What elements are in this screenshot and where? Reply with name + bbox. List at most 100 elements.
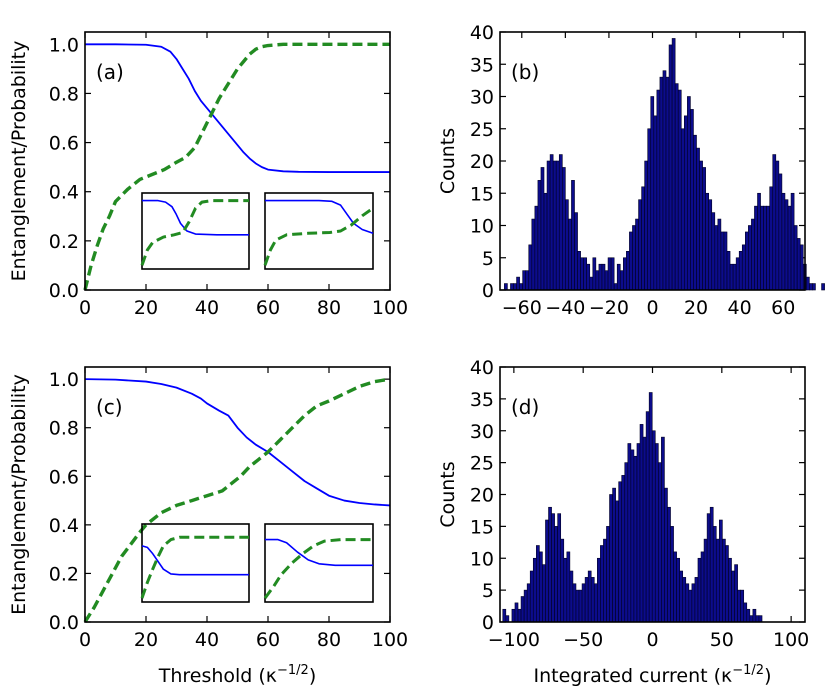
histogram-bar — [743, 602, 748, 623]
histogram-bar — [752, 608, 757, 623]
histogram-bar — [636, 443, 641, 623]
histogram-bar — [793, 225, 798, 291]
inset-solid-line — [265, 199, 374, 235]
histogram-bar — [796, 238, 801, 291]
histogram-bar — [757, 192, 761, 291]
histogram-bar — [555, 160, 560, 291]
histogram-bar — [665, 76, 670, 291]
x-tick-label: 80 — [317, 629, 341, 651]
panel-label: (b) — [511, 60, 539, 84]
histogram-bar — [741, 244, 746, 291]
histogram-bar — [639, 424, 644, 623]
histogram-bar — [557, 513, 562, 623]
panel-d: 0 5 10 15 20 25 30 35 40 −100 −50 0 50 100 Counts Integ… — [437, 357, 809, 687]
histogram-bar — [729, 263, 734, 291]
histogram-bar — [642, 436, 647, 623]
y-tick-label: 0.2 — [49, 563, 79, 585]
y-tick-label: 25 — [470, 453, 494, 475]
histogram-bar — [584, 577, 589, 623]
histogram-bar — [735, 257, 740, 291]
histogram-bar — [650, 96, 655, 291]
histogram-bar — [580, 257, 584, 291]
y-tick-label: 0.8 — [49, 418, 79, 440]
histogram-bar — [662, 70, 667, 291]
histogram-bar — [532, 557, 537, 623]
histogram-bar — [592, 257, 597, 291]
plot-frame — [499, 366, 806, 623]
histogram-bar — [587, 570, 592, 623]
histogram-bar — [629, 231, 633, 291]
y-tick-label: 10 — [470, 548, 494, 570]
histogram-bar — [645, 411, 650, 623]
histogram-bar — [709, 506, 714, 623]
histogram-bar — [526, 583, 531, 623]
histogram-bar — [504, 283, 508, 291]
plot-frame — [84, 31, 391, 291]
histogram-bar — [749, 615, 754, 623]
x-tick-label: 40 — [728, 297, 752, 319]
histogram-bar — [809, 283, 813, 291]
y-tick-label: 0.8 — [49, 83, 79, 105]
histogram-bar — [671, 38, 676, 291]
histogram-bar — [528, 244, 533, 291]
histogram-bar — [676, 557, 680, 623]
y-tick-label: 20 — [470, 485, 494, 507]
histogram-bar — [566, 551, 571, 623]
histogram-bar — [590, 577, 595, 623]
histogram-bar — [624, 462, 629, 623]
histogram-bar — [697, 557, 702, 623]
histogram-bar — [723, 231, 728, 291]
histogram-bar — [694, 577, 699, 623]
histogram-bar — [511, 608, 516, 623]
histogram-bars — [502, 392, 763, 623]
histogram-bar — [632, 225, 636, 291]
histogram-bar — [644, 160, 649, 291]
y-tick-label: 0.6 — [49, 466, 79, 488]
histogram-bar — [691, 583, 696, 623]
x-tick-label: 60 — [256, 629, 280, 651]
inset-right — [263, 523, 374, 603]
histogram-bar — [726, 251, 731, 291]
histogram-bar — [562, 167, 566, 291]
histogram-bar — [781, 192, 786, 291]
histogram-bar — [638, 199, 642, 291]
histogram-bars — [504, 38, 825, 291]
histogram-bar — [563, 557, 568, 623]
y-tick-label: 1.0 — [49, 34, 79, 56]
histogram-bar — [651, 430, 656, 623]
histogram-bar — [607, 257, 612, 291]
x-tick-label: 100 — [773, 629, 809, 651]
x-axis-label: Integrated current (κ−1/2) — [534, 663, 772, 687]
histogram-bar — [601, 263, 606, 291]
histogram-bar — [522, 270, 527, 291]
inset-frame — [264, 192, 374, 270]
histogram-bar — [775, 160, 780, 291]
histogram-bar — [574, 212, 578, 291]
histogram-bar — [705, 192, 710, 291]
histogram-bar — [696, 147, 700, 291]
y-tick-label: 30 — [470, 421, 494, 443]
inset-dashed-line — [140, 199, 249, 266]
histogram-bar — [755, 615, 760, 623]
histogram-bar — [537, 180, 542, 291]
histogram-bar — [688, 589, 693, 623]
x-tick-label: 40 — [195, 297, 219, 319]
histogram-bar — [604, 270, 609, 291]
y-tick-label: 0.4 — [49, 182, 79, 204]
y-axis-label: Counts — [437, 461, 459, 527]
histogram-bar — [720, 231, 725, 291]
series-line-entanglement — [85, 43, 390, 173]
histogram-bar — [589, 276, 594, 291]
histogram-bar — [572, 583, 577, 623]
histogram-bar — [586, 263, 591, 291]
histogram-bar — [548, 506, 552, 623]
histogram-bar — [685, 583, 690, 623]
histogram-bar — [542, 564, 546, 623]
x-tick-label: 60 — [256, 297, 280, 319]
histogram-bar — [702, 167, 706, 291]
histogram-bar — [517, 608, 522, 623]
x-tick-label: 20 — [134, 629, 158, 651]
histogram-bar — [784, 199, 789, 291]
histogram-bar — [728, 557, 732, 623]
histogram-bar — [621, 475, 626, 623]
